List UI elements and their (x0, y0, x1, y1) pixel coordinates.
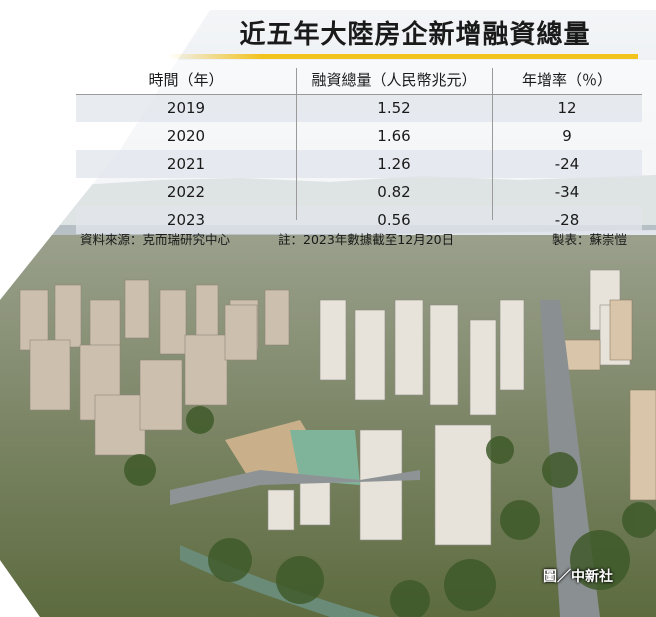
maker-note: 製表：蘇崇愷 (552, 232, 628, 247)
cell-growth: -24 (554, 155, 580, 173)
table-row: 2022 0.82 -34 (76, 178, 642, 206)
data-note: 註：2023年數據截至12月20日 (278, 232, 455, 247)
cell-growth: 9 (562, 127, 572, 145)
table-row: 2021 1.26 -24 (76, 150, 642, 178)
cell-growth: -28 (554, 211, 580, 229)
cell-amount: 1.66 (377, 127, 411, 145)
column-divider (492, 68, 493, 220)
cell-amount: 1.52 (377, 99, 411, 117)
photo-credit: 圖／中新社 (543, 569, 613, 585)
column-divider (296, 68, 297, 220)
cell-growth: -34 (554, 183, 580, 201)
header-year: 時間（年） (148, 70, 224, 89)
cell-amount: 0.56 (377, 211, 411, 229)
table-header-row: 時間（年） 融資總量（人民幣兆元） 年增率（％） (76, 64, 642, 94)
cell-growth: 12 (557, 99, 577, 117)
cell-amount: 0.82 (377, 183, 411, 201)
title-underline (168, 54, 638, 59)
cell-year: 2021 (166, 155, 206, 173)
header-growth: 年增率（％） (521, 70, 612, 89)
cell-year: 2022 (166, 183, 206, 201)
table-row: 2023 0.56 -28 (76, 206, 642, 234)
cell-year: 2023 (166, 211, 206, 229)
data-table: 時間（年） 融資總量（人民幣兆元） 年增率（％） 2019 1.52 12 20… (76, 64, 642, 234)
table-row: 2020 1.66 9 (76, 122, 642, 150)
source-note: 資料來源：克而瑞研究中心 (80, 232, 231, 247)
table-row: 2019 1.52 12 (76, 94, 642, 122)
cell-year: 2020 (166, 127, 206, 145)
cell-amount: 1.26 (377, 155, 411, 173)
cell-year: 2019 (166, 99, 206, 117)
header-divider (76, 94, 642, 95)
chart-title: 近五年大陸房企新增融資總量 (239, 20, 591, 50)
header-amount: 融資總量（人民幣兆元） (311, 70, 477, 89)
